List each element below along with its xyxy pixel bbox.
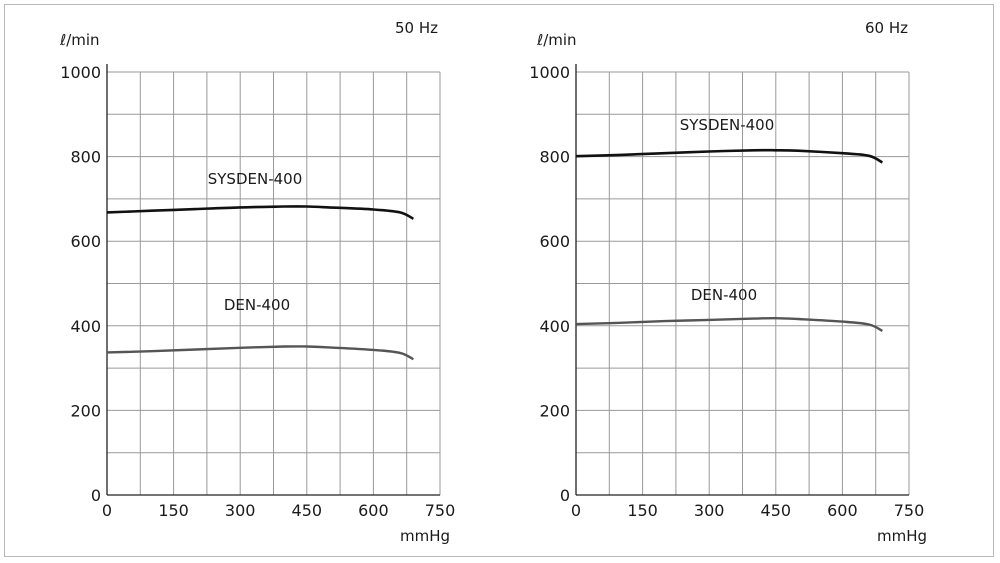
series-label: DEN-400: [224, 296, 290, 314]
y-tick-label: 1000: [60, 63, 101, 82]
grid: [106, 71, 441, 496]
x-tick-label: 300: [694, 501, 725, 520]
y-tick-label: 1000: [529, 63, 570, 82]
series-label: SYSDEN-400: [208, 170, 303, 188]
series-line-sysden-400: [106, 205, 415, 220]
figure-frame: [4, 4, 994, 557]
y-tick-label: 600: [539, 232, 570, 251]
y-tick-label: 400: [70, 317, 101, 336]
grid: [575, 71, 910, 496]
y-tick-label: 200: [539, 401, 570, 420]
y-tick-label: 800: [70, 148, 101, 167]
x-tick-label: 300: [225, 501, 256, 520]
y-tick-label: 0: [560, 486, 570, 505]
x-tick-label: 750: [425, 501, 456, 520]
y-tick-label: 800: [539, 148, 570, 167]
series-line-sysden-400: [575, 148, 884, 164]
x-tick-label: 150: [627, 501, 658, 520]
y-axis-unit-label: ℓ/min: [59, 31, 100, 49]
x-axis-unit-label: mmHg: [877, 527, 927, 545]
series-line-den-400: [106, 345, 414, 361]
x-tick-label: 0: [102, 501, 112, 520]
chart-50hz: 50 Hz ℓ/min mmHg 0 200 400 600 800 1000 0 150 30…: [59, 19, 455, 545]
y-tick-label: 0: [91, 486, 101, 505]
x-tick-label: 450: [761, 501, 792, 520]
series-label: SYSDEN-400: [680, 116, 775, 134]
x-tick-label: 750: [894, 501, 925, 520]
y-tick-label: 200: [70, 401, 101, 420]
x-tick-label: 600: [827, 501, 858, 520]
y-axis-unit-label: ℓ/min: [536, 31, 577, 49]
x-tick-label: 150: [158, 501, 189, 520]
panel-title: 50 Hz: [395, 19, 438, 37]
x-tick-label: 450: [292, 501, 323, 520]
x-axis-unit-label: mmHg: [400, 527, 450, 545]
y-tick-label: 400: [539, 317, 570, 336]
series-line-den-400: [575, 316, 883, 332]
y-tick-label: 600: [70, 232, 101, 251]
panel-title: 60 Hz: [865, 19, 908, 37]
x-tick-label: 0: [571, 501, 581, 520]
x-tick-label: 600: [358, 501, 389, 520]
series-label: DEN-400: [691, 286, 757, 304]
chart-60hz: 60 Hz ℓ/min mmHg 0 200 400 600 800 1000 0 150 30…: [529, 19, 927, 545]
